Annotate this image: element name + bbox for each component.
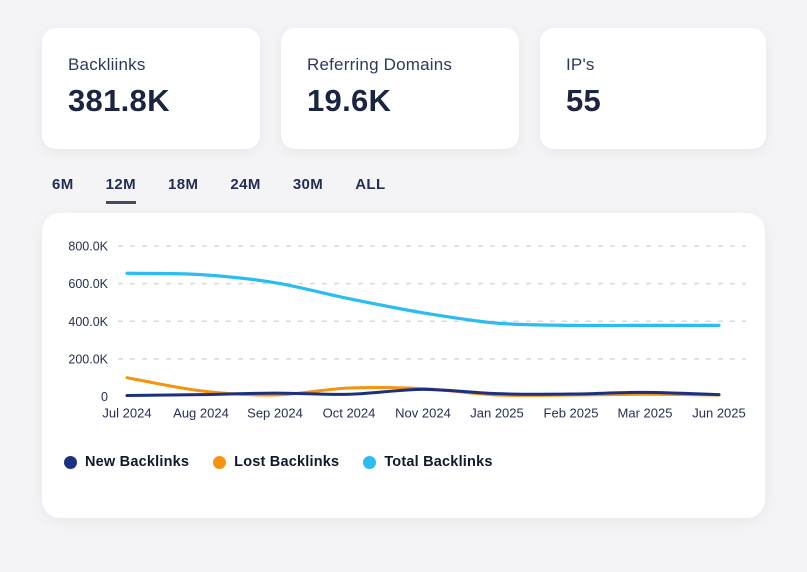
card-backlinks-label: Backliinks: [68, 55, 146, 74]
legend-item-total-backlinks: Total Backlinks: [363, 453, 492, 471]
card-referring-domains-value: 19.6K: [307, 83, 392, 118]
dashboard: Backliinks 381.8K Referring Domains 19.6…: [0, 28, 807, 518]
tab-30m[interactable]: 30M: [292, 176, 324, 193]
tab-12m[interactable]: 12M: [105, 176, 137, 204]
card-ips-value: 55: [566, 83, 602, 118]
card-backlinks-value: 381.8K: [68, 83, 170, 118]
legend-label-lost-backlinks: Lost Backlinks: [234, 454, 340, 470]
stat-cards-row: Backliinks 381.8K Referring Domains 19.6…: [42, 28, 766, 149]
y-axis-label: 600.0K: [68, 277, 108, 291]
y-axis-label: 200.0K: [68, 352, 108, 366]
legend-dot-icon: [213, 455, 227, 469]
backlinks-chart: 0 200.0K 400.0K 600.0K 800.0K Jul 2024 Aug 202…: [68, 240, 746, 421]
x-axis-label: Oct 2024: [323, 406, 376, 421]
card-ips-label: IP's: [566, 55, 595, 74]
x-axis-label: Jul 2024: [102, 406, 151, 421]
x-axis-label: Aug 2024: [173, 406, 229, 421]
backlinks-chart-panel: 0 200.0K 400.0K 600.0K 800.0K Jul 2024 Aug 202…: [42, 213, 765, 518]
legend-item-new-backlinks: New Backlinks: [64, 453, 189, 471]
y-axis-label: 400.0K: [68, 315, 108, 329]
legend-dot-icon: [64, 455, 77, 469]
x-axis-label: Jun 2025: [692, 406, 746, 421]
tab-all[interactable]: ALL: [355, 176, 386, 193]
series-line-total-backlinks: [125, 271, 721, 328]
tab-18m[interactable]: 18M: [168, 176, 199, 193]
x-axis-label: Nov 2024: [395, 406, 451, 421]
y-axis-label: 0: [101, 390, 108, 404]
card-backlinks: Backliinks 381.8K: [42, 28, 260, 149]
x-axis-label: Sep 2024: [247, 406, 303, 421]
card-ips: IP's 55: [540, 28, 766, 149]
time-range-tabs: 6M 12M 18M 24M 30M ALL: [42, 176, 765, 204]
series-line-new-backlinks: [125, 387, 721, 398]
x-axis-label: Mar 2025: [618, 406, 673, 421]
card-referring-domains: Referring Domains 19.6K: [281, 28, 519, 149]
legend-item-lost-backlinks: Lost Backlinks: [213, 453, 339, 471]
legend-label-new-backlinks: New Backlinks: [85, 454, 190, 470]
x-axis-label: Jan 2025: [470, 406, 524, 421]
x-axis-label: Feb 2025: [544, 406, 599, 421]
legend-label-total-backlinks: Total Backlinks: [384, 454, 493, 470]
tab-24m[interactable]: 24M: [230, 176, 261, 193]
tab-6m[interactable]: 6M: [52, 176, 74, 193]
legend-dot-icon: [363, 455, 377, 469]
chart-legend: New Backlinks Lost Backlinks Total Backl…: [42, 453, 765, 471]
card-referring-domains-label: Referring Domains: [307, 55, 453, 74]
y-axis-label: 800.0K: [68, 240, 108, 254]
